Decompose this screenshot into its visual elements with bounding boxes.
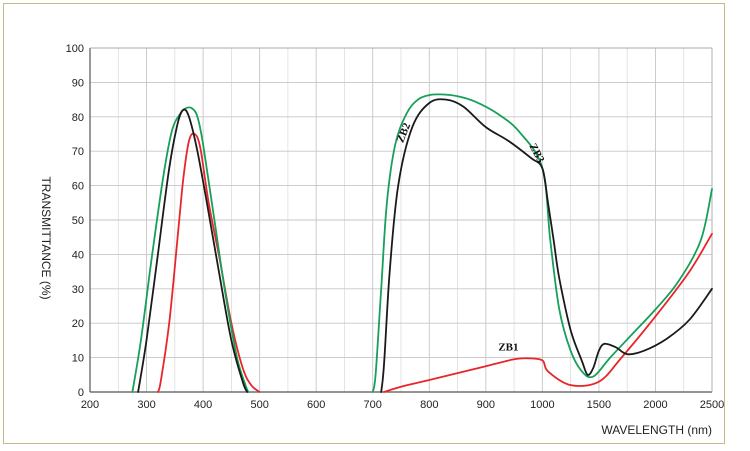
y-tick-label: 60 [72,181,84,193]
x-tick-label: 800 [420,399,438,411]
y-tick-label: 70 [72,146,84,158]
y-tick-label: 40 [72,249,84,261]
x-tick-label: 1000 [530,399,554,411]
series-zb1-line [383,232,713,393]
series-zb1-line [157,132,261,393]
y-tick-label: 0 [78,387,84,399]
series-zb2-line [131,106,250,393]
x-tick-label: 300 [137,399,155,411]
series-zb3-line [380,98,713,393]
x-tick-label: 1500 [587,399,611,411]
chart-frame [3,3,725,444]
y-tick-label: 100 [66,43,84,55]
series-zb3-line [137,108,249,393]
x-tick-label: 200 [81,399,99,411]
x-tick-label: 2500 [700,399,724,411]
y-tick-label: 30 [72,284,84,296]
y-tick-label: 50 [72,215,84,227]
x-tick-label: 900 [477,399,495,411]
y-tick-label: 10 [72,353,84,365]
y-tick-label: 90 [72,77,84,89]
x-tick-label: 700 [364,399,382,411]
series-label-zb1: ZB1 [498,342,518,354]
y-tick-label: 80 [72,112,84,124]
y-axis-label: TRANSMITTANCE (%) [39,176,53,299]
series-zb2-line [371,93,713,393]
y-tick-label: 20 [72,318,84,330]
x-tick-label: 600 [307,399,325,411]
x-axis-label: WAVELENGTH (nm) [601,423,712,437]
x-tick-label: 2000 [643,399,667,411]
x-tick-label: 400 [194,399,212,411]
x-tick-label: 500 [250,399,268,411]
